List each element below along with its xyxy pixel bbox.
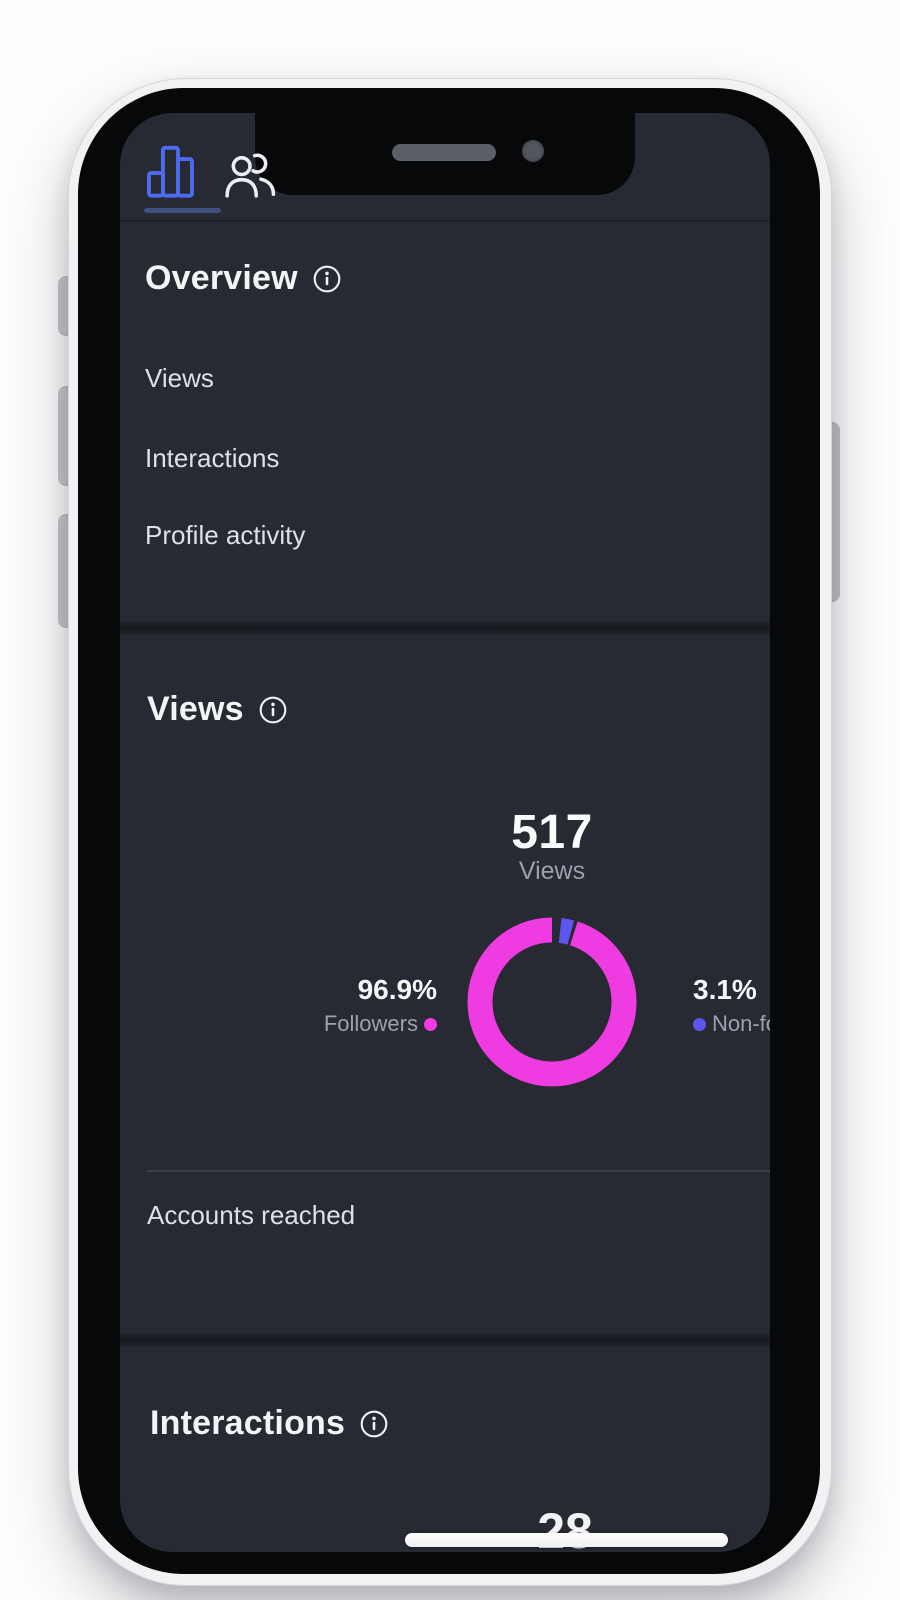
row-divider bbox=[147, 1170, 770, 1172]
nonfollowers-dot bbox=[693, 1017, 706, 1031]
overview-heading-label: Overview bbox=[145, 259, 298, 297]
legend-non-followers: 3.1% Non-followers bbox=[693, 974, 770, 1037]
people-icon bbox=[225, 153, 276, 198]
views-total: 517 bbox=[511, 806, 593, 859]
followers-dot bbox=[424, 1017, 437, 1031]
menu-item-accounts-reached[interactable]: Accounts reached bbox=[147, 1200, 356, 1230]
tab-accounts[interactable] bbox=[220, 150, 280, 200]
info-icon[interactable] bbox=[258, 695, 288, 725]
menu-item-views[interactable]: Views bbox=[145, 363, 214, 393]
followers-label: Followers bbox=[323, 1011, 418, 1036]
views-total-label: Views bbox=[518, 857, 586, 885]
phone-screen: Overview Views Interactions Profile acti… bbox=[120, 113, 770, 1552]
section-divider bbox=[120, 1332, 770, 1348]
notch bbox=[255, 113, 635, 195]
info-icon[interactable] bbox=[359, 1409, 389, 1439]
followers-percent: 96.9% bbox=[357, 974, 437, 1005]
speaker-grille bbox=[392, 144, 496, 161]
menu-item-interactions[interactable]: Interactions bbox=[145, 443, 280, 473]
home-indicator[interactable] bbox=[405, 1533, 728, 1547]
menu-item-profile-activity[interactable]: Profile activity bbox=[145, 520, 306, 550]
interactions-heading: Interactions bbox=[150, 1404, 389, 1443]
tabbar-divider bbox=[120, 220, 770, 222]
interactions-heading-label: Interactions bbox=[150, 1404, 346, 1442]
non-followers-percent: 3.1% bbox=[693, 974, 757, 1005]
section-divider bbox=[120, 620, 770, 636]
non-followers-label: Non-followers bbox=[712, 1011, 770, 1036]
tab-insights-chart[interactable] bbox=[144, 144, 198, 200]
tab-selected-underline bbox=[144, 208, 221, 213]
donut-slice-0 bbox=[467, 917, 637, 1087]
views-heading: Views bbox=[147, 690, 288, 729]
donut-chart bbox=[467, 917, 637, 1087]
views-heading-label: Views bbox=[147, 690, 244, 728]
legend-followers: 96.9% Followers bbox=[250, 974, 437, 1037]
info-icon[interactable] bbox=[312, 264, 342, 294]
bar-chart-icon bbox=[146, 145, 194, 198]
overview-heading: Overview bbox=[145, 259, 342, 298]
front-camera bbox=[522, 140, 544, 162]
